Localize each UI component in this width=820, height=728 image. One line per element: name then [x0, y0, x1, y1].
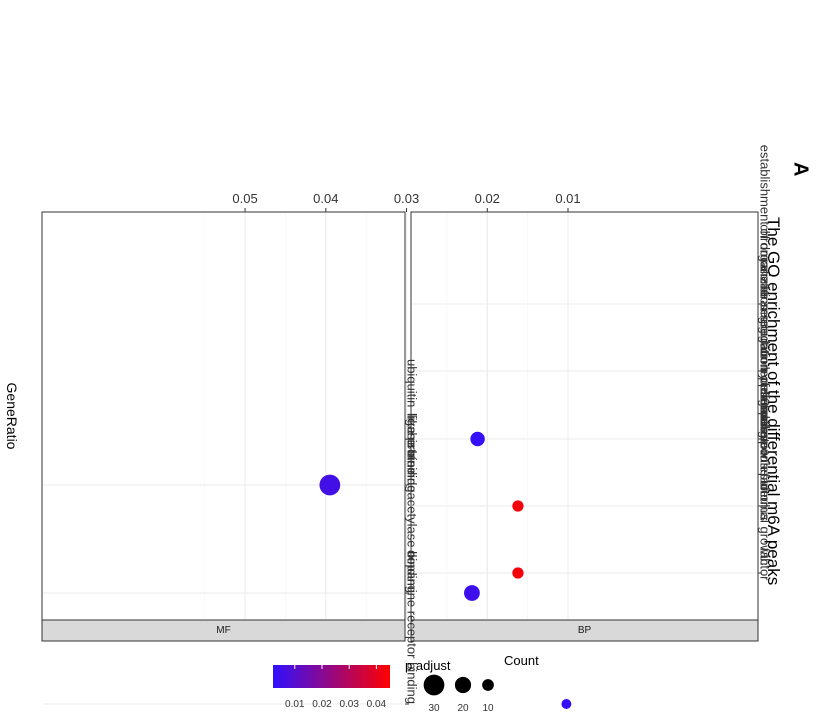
panel-label: A: [789, 162, 811, 176]
panel-mf-border: [41, 211, 406, 642]
chart-title: The GO enrichment of the differential m6…: [764, 217, 783, 585]
x-axis: 0.01 0.02 0.03 0.04 0.05: [232, 191, 581, 212]
legend-color-bar: [273, 665, 390, 688]
strip-bp-label: BP: [578, 625, 592, 636]
legend-count-label: 30: [428, 703, 440, 714]
data-point: [561, 699, 572, 709]
data-point: [319, 474, 341, 496]
data-point: [512, 567, 524, 579]
term-label: epidermal growth factor: [758, 370, 773, 507]
data-point: [464, 585, 480, 601]
term-label: ligase binding: [405, 413, 420, 493]
term-label: transduction by p53 class: [758, 292, 773, 439]
panel-mf-grid: [43, 213, 569, 705]
legend-count-title: Count: [504, 653, 539, 668]
panel-mf-points: [319, 474, 572, 709]
term-label: chromosome segregation: [758, 224, 773, 371]
strip-mf: [41, 619, 406, 642]
term-label: localization: [758, 247, 773, 311]
legend-color-tick-label: 0.03: [339, 699, 359, 710]
legend-count-symbol: [482, 679, 494, 691]
term-label: cellular response to: [758, 378, 773, 491]
rotated-plot-group: A The GO enrichment of the differential …: [4, 145, 811, 714]
x-tick-label: 0.03: [394, 191, 419, 206]
x-axis-title: GeneRatio: [4, 383, 20, 450]
legend-count-label: 10: [482, 703, 494, 714]
term-label: stimulus: [758, 473, 773, 521]
term-label: mediator: [758, 403, 773, 454]
term-label: regulation of signal: [758, 315, 773, 424]
x-tick-label: 0.01: [555, 191, 580, 206]
legend-color-tick-label: 0.02: [312, 699, 332, 710]
legend-count: Count 10 20 30: [423, 653, 539, 714]
term-label: ubiquitin–like protein: [405, 359, 420, 478]
strip-bp: [410, 619, 759, 642]
legend-color-tick-label: 0.04: [367, 699, 387, 710]
legend-count-symbol: [423, 674, 445, 696]
panel-bp-term-labels: establishment of organellelocalizationch…: [758, 145, 773, 581]
legend-color-title: p.adjust: [405, 658, 451, 673]
data-point: [470, 431, 485, 447]
data-point: [512, 500, 524, 512]
x-tick-label: 0.04: [313, 191, 338, 206]
x-tick-label: 0.05: [232, 191, 257, 206]
term-label: response to epidermal growth: [758, 394, 773, 565]
term-label: dopamine receptor binding: [405, 550, 420, 704]
x-tick-label: 0.02: [475, 191, 500, 206]
term-label: histone deacetylase binding: [405, 433, 420, 593]
legend-count-symbol: [454, 676, 472, 694]
strip-mf-label: MF: [216, 625, 230, 636]
legend-color-tick-label: 0.01: [285, 699, 305, 710]
term-label: establishment of organelle: [758, 145, 773, 297]
term-label: factor: [758, 548, 773, 581]
legend-count-label: 20: [457, 703, 469, 714]
panel-bp-border: [410, 211, 759, 642]
legend-color: p.adjust 0.01 0.02 0.03 0.04: [273, 658, 451, 710]
